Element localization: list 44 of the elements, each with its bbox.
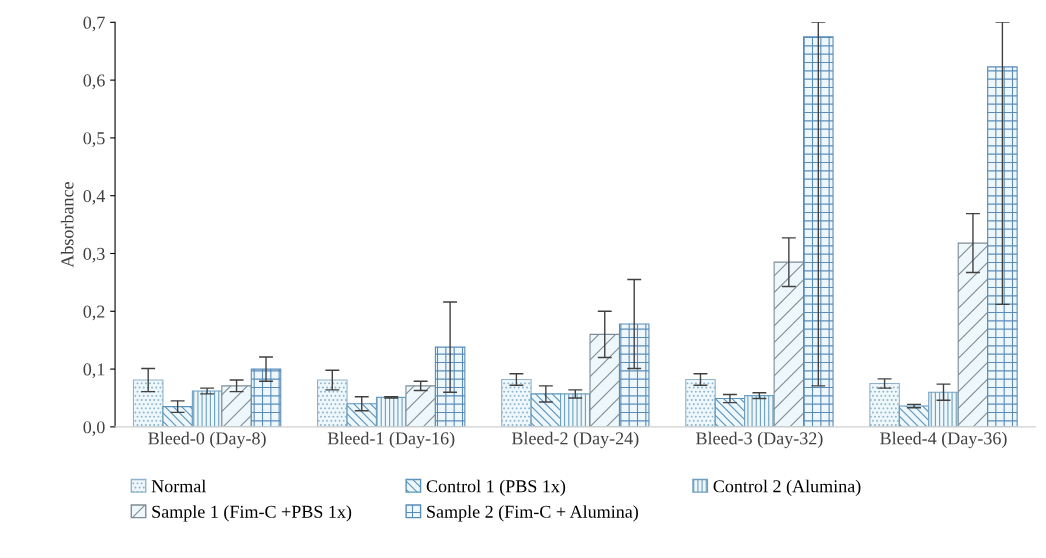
y-tick-label: 0,7 bbox=[83, 16, 105, 32]
bar bbox=[405, 385, 436, 427]
bar bbox=[221, 385, 252, 427]
bar bbox=[530, 393, 562, 427]
legend-label: Sample 2 (Fim-C + Alumina) bbox=[427, 505, 638, 522]
bar bbox=[132, 379, 164, 427]
x-tick-label: Bleed-1 (Day-16) bbox=[327, 431, 455, 449]
bar bbox=[191, 390, 223, 427]
y-axis-title: Absorbance bbox=[60, 182, 74, 268]
bar bbox=[250, 368, 282, 427]
bar bbox=[685, 378, 716, 427]
y-tick-label: 0,2 bbox=[83, 305, 105, 321]
bar bbox=[375, 396, 407, 427]
y-tick-label: 0,1 bbox=[83, 363, 105, 379]
bar bbox=[987, 66, 1018, 427]
bar bbox=[714, 397, 746, 427]
legend-label: Control 2 (Alumina) bbox=[713, 479, 861, 497]
legend-label: Sample 1 (Fim-C +PBS 1x) bbox=[152, 505, 352, 522]
bar bbox=[501, 378, 532, 427]
y-tick-label: 0,6 bbox=[83, 74, 105, 90]
bar bbox=[317, 379, 348, 427]
bar bbox=[898, 405, 930, 427]
x-tick-label: Bleed-3 (Day-32) bbox=[695, 431, 823, 449]
bar bbox=[928, 391, 959, 427]
bar bbox=[560, 393, 591, 427]
x-tick-label: Bleed-2 (Day-24) bbox=[511, 431, 639, 449]
legend-label: Control 1 (PBS 1x) bbox=[426, 479, 566, 497]
y-tick-label: 0,4 bbox=[83, 189, 106, 205]
y-tick-label: 0,3 bbox=[83, 247, 105, 263]
bar bbox=[744, 395, 775, 427]
bar bbox=[869, 382, 900, 427]
legend-label: Normal bbox=[151, 479, 206, 493]
y-tick-label: 0,0 bbox=[83, 421, 105, 436]
bar bbox=[618, 323, 650, 427]
x-tick-label: Bleed-0 (Day-8) bbox=[148, 431, 266, 449]
bar bbox=[957, 242, 989, 427]
bar bbox=[346, 403, 378, 427]
bar bbox=[162, 406, 193, 427]
y-tick-label: 0,5 bbox=[83, 132, 105, 147]
bar bbox=[773, 261, 805, 427]
bar bbox=[803, 36, 834, 427]
x-tick-label: Bleed-4 (Day-36) bbox=[880, 431, 1007, 449]
bar bbox=[589, 333, 621, 427]
bar bbox=[434, 346, 466, 427]
